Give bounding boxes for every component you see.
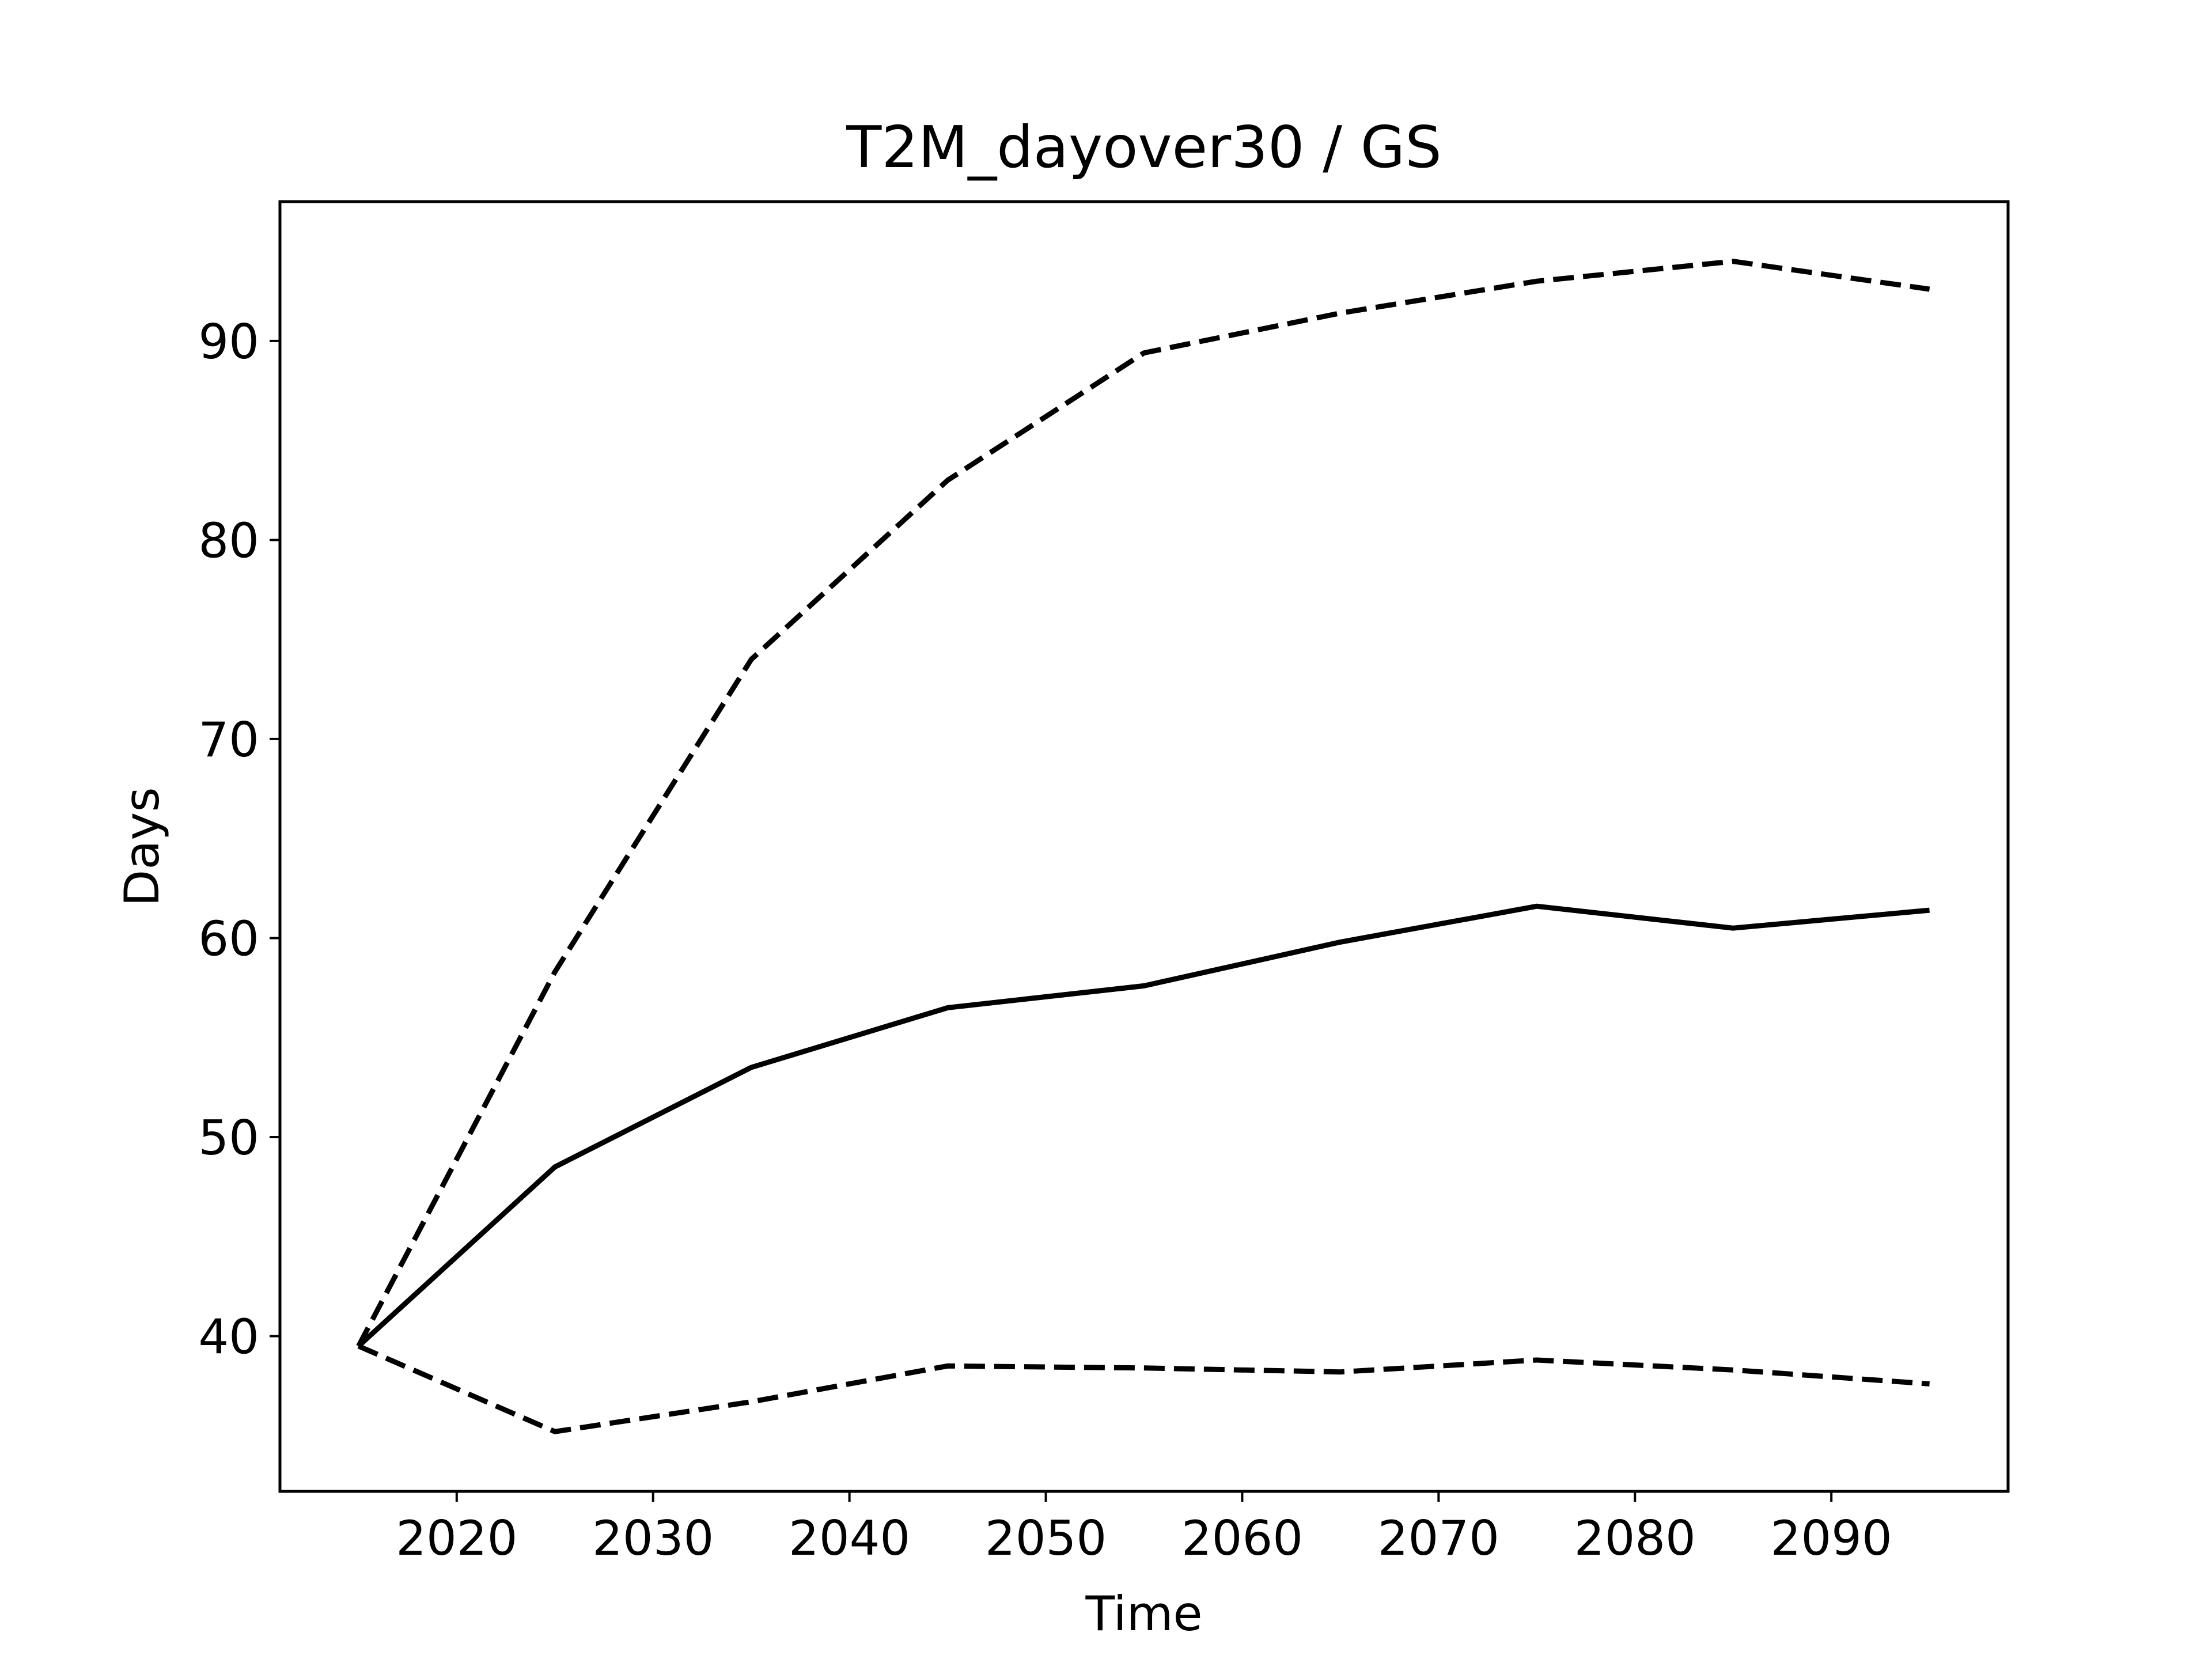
series-layer [356,259,1930,1434]
y-tick-label: 50 [198,1110,259,1166]
x-tick-label: 2080 [1574,1510,1696,1566]
series-line-2 [357,903,1930,1349]
y-tick-label: 70 [198,712,259,768]
y-tick-label: 80 [198,513,259,569]
x-tick-label: 2050 [985,1510,1107,1566]
series-line-3 [357,1343,1930,1434]
chart-title: T2M_dayover30 / GS [846,113,1441,181]
y-tick-label: 40 [198,1309,259,1365]
series-line-1 [356,259,1930,1347]
y-axis-label: Days [114,787,170,906]
plot-area-frame [278,200,2010,1493]
x-axis-label: Time [1085,1586,1202,1642]
x-tick-label: 2030 [592,1510,714,1566]
y-axis-ticks: 40 50 60 70 80 90 [198,314,280,1365]
x-tick-label: 2070 [1378,1510,1499,1566]
x-tick-label: 2040 [789,1510,910,1566]
x-tick-label: 2090 [1771,1510,1892,1566]
x-tick-label: 2020 [396,1510,517,1566]
y-tick-label: 90 [198,314,259,370]
x-axis-ticks: 2020 2030 2040 2050 2060 2070 2080 2090 [396,1491,1892,1566]
y-tick-label: 60 [198,911,259,967]
x-tick-label: 2060 [1181,1510,1303,1566]
